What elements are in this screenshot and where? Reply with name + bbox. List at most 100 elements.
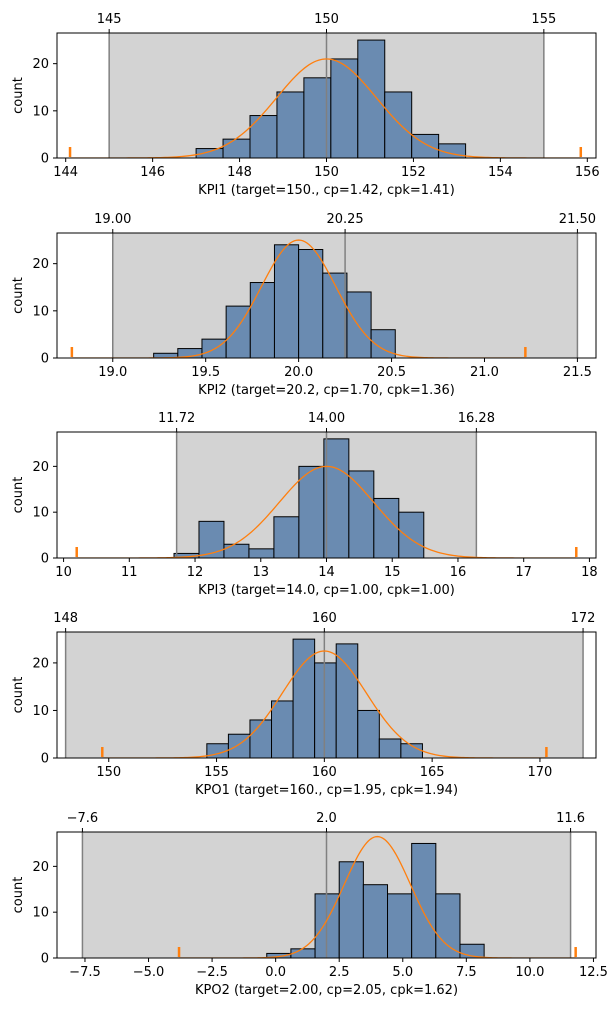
histogram-bar: [298, 249, 324, 358]
x-tick-label: 144: [53, 165, 78, 180]
axes-frame: [56, 232, 597, 359]
x-tick-label: 13: [252, 565, 269, 580]
histogram-bar: [373, 497, 400, 558]
x-tick-label: 17: [515, 565, 532, 580]
histogram-bar: [273, 244, 300, 358]
chart-4: 150 155 160 165 170 148 160 172 0 10 20 KPO1 (targe…: [11, 611, 597, 798]
x-tick-label: 165: [420, 765, 445, 780]
top-tick-label: 2.0: [316, 811, 337, 826]
y-tick-label: 10: [32, 506, 49, 521]
x-tick-label: 21.0: [470, 365, 499, 380]
y-axis-label: count: [11, 477, 26, 514]
x-tick-label: 10: [55, 565, 72, 580]
x-tick-label: 148: [227, 165, 252, 180]
histogram-bar: [357, 39, 386, 158]
histogram-bar: [249, 719, 273, 758]
x-tick-label: 12.5: [579, 965, 608, 980]
y-tick-label: 10: [32, 304, 49, 319]
histogram-bar: [335, 643, 359, 758]
x-tick-label: 156: [575, 165, 600, 180]
x-tick-label: 19.0: [98, 365, 127, 380]
top-tick-label: 14.00: [308, 411, 345, 426]
x-axis-label: KPI3 (target=14.0, cp=1.00, cpk=1.00): [198, 583, 455, 598]
y-tick-label: 20: [32, 656, 49, 671]
chart-5: −7.5 −5.0 −2.5 0.0 2.5 5.0 7.5 10.0 12.5 −7.6 2.0 1…: [11, 811, 608, 998]
y-axis-label: count: [11, 877, 26, 914]
histogram-bar: [222, 138, 251, 158]
y-axis-label: count: [11, 77, 26, 114]
histogram-bar: [248, 548, 275, 558]
plot-area: [75, 432, 578, 558]
x-tick-label: 19.5: [191, 365, 220, 380]
x-tick-label: 2.5: [329, 965, 350, 980]
top-tick-label: 16.28: [458, 411, 495, 426]
histogram-bar: [249, 115, 278, 158]
x-tick-label: 20.0: [284, 365, 313, 380]
plot-area: [70, 233, 579, 358]
histogram-bar: [273, 516, 300, 558]
y-tick-label: 10: [32, 906, 49, 921]
histogram-bar: [276, 91, 305, 158]
x-axis-label: KPO1 (target=160., cp=1.95, cpk=1.94): [195, 783, 458, 798]
chart-3: 10 11 12 13 14 15 16 17 18 11.72 14.00 16.28 0 10 20 KP…: [11, 411, 598, 598]
top-tick-label: 19.00: [94, 212, 131, 227]
x-tick-label: 11: [121, 565, 138, 580]
y-tick-label: 20: [32, 57, 49, 72]
x-tick-label: 12: [187, 565, 204, 580]
top-tick-label: −7.6: [67, 811, 99, 826]
y-tick-label: 0: [41, 152, 49, 167]
top-tick-label: 11.72: [158, 411, 195, 426]
y-tick-label: 20: [32, 860, 49, 875]
histogram-bar: [384, 91, 413, 158]
histogram-bar: [271, 700, 294, 758]
histogram-bar: [223, 543, 250, 558]
top-tick-label: 160: [312, 611, 337, 626]
x-tick-label: 7.5: [456, 965, 477, 980]
chart-2: 19.0 19.5 20.0 20.5 21.0 21.5 19.00 20.25 21.50 0…: [11, 212, 597, 398]
x-tick-label: 18: [581, 565, 598, 580]
histogram-bar: [338, 861, 364, 958]
histogram-bar: [411, 842, 437, 958]
top-tick-label: 145: [97, 12, 122, 27]
histogram-bar: [378, 738, 402, 758]
histogram-bar: [292, 638, 316, 758]
top-tick-label: 150: [314, 12, 339, 27]
histogram-bar: [348, 470, 375, 558]
y-tick-label: 10: [32, 104, 49, 119]
top-tick-label: 172: [571, 611, 596, 626]
x-tick-label: 0.0: [265, 965, 286, 980]
histogram-bar: [435, 893, 461, 958]
x-axis-label: KPO2 (target=2.00, cp=2.05, cpk=1.62): [195, 983, 458, 998]
histogram-bar: [362, 884, 389, 958]
chart-1: 144 146 148 150 152 154 156 145 150 155 0 10 20 KPI1 …: [11, 12, 600, 198]
plot-area: [64, 632, 584, 758]
top-tick-label: 148: [53, 611, 78, 626]
histogram-bar: [346, 291, 372, 358]
x-tick-label: 155: [204, 765, 229, 780]
y-tick-label: 20: [32, 460, 49, 475]
y-tick-label: 0: [41, 952, 49, 967]
histogram-bar: [298, 465, 325, 558]
x-tick-label: 5.0: [392, 965, 413, 980]
x-tick-label: 170: [528, 765, 553, 780]
y-tick-label: 0: [41, 552, 49, 567]
y-tick-label: 10: [32, 704, 49, 719]
histogram-bar: [323, 438, 350, 558]
y-tick-label: 20: [32, 257, 49, 272]
x-tick-label: 154: [488, 165, 513, 180]
axes-frame: [56, 631, 597, 759]
x-tick-label: −2.5: [196, 965, 228, 980]
x-tick-label: −7.5: [69, 965, 101, 980]
x-tick-label: 15: [384, 565, 401, 580]
histogram-bar: [330, 58, 359, 158]
x-tick-label: 10.0: [515, 965, 544, 980]
x-tick-label: 21.5: [563, 365, 592, 380]
x-tick-label: 20.5: [377, 365, 406, 380]
x-axis-label: KPI2 (target=20.2, cp=1.70, cpk=1.36): [198, 383, 455, 398]
x-tick-label: 14: [318, 565, 335, 580]
x-tick-label: −5.0: [133, 965, 165, 980]
x-tick-label: 152: [401, 165, 426, 180]
x-tick-label: 150: [96, 765, 121, 780]
histogram-bar: [387, 893, 413, 958]
